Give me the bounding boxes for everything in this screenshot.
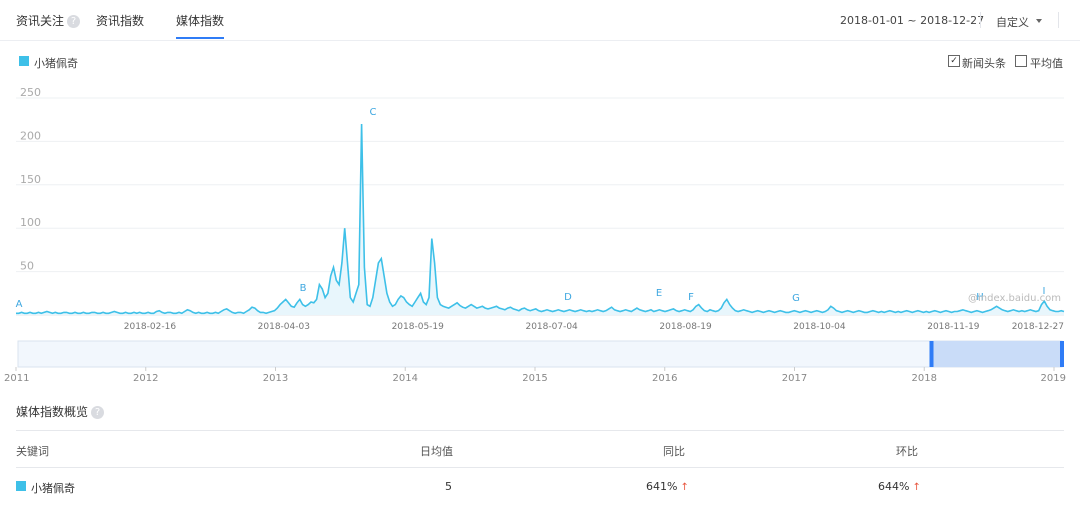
event-marker[interactable]: A (16, 299, 23, 310)
average-label[interactable]: 平均值 (1030, 57, 1063, 70)
x-tick-label: 2018-12-27 (1012, 322, 1064, 332)
event-marker[interactable]: B (300, 283, 307, 294)
mom-cell: 644% ↑ (878, 480, 921, 493)
overview-title-text: 媒体指数概览 (16, 405, 89, 419)
event-marker[interactable]: D (564, 292, 572, 303)
column-header-mom: 环比 (896, 445, 918, 458)
x-axis: 2018-02-16 2018-04-03 2018-05-19 2018-07-04… (124, 322, 1064, 332)
range-navigator[interactable] (17, 340, 1063, 368)
y-tick-label: 250 (20, 86, 41, 99)
divider (16, 430, 1064, 431)
y-tick-label: 200 (20, 129, 41, 142)
series-color-swatch (19, 56, 29, 66)
news-headline-checkbox[interactable]: ✓ (948, 55, 960, 67)
year-label: 2015 (522, 373, 547, 384)
year-label: 2016 (652, 373, 677, 384)
average-checkbox[interactable] (1015, 55, 1027, 67)
event-marker[interactable]: H (976, 292, 984, 303)
event-marker[interactable]: F (688, 292, 694, 303)
tab-media-index[interactable]: 媒体指数 (176, 14, 225, 28)
column-header-keyword: 关键词 (16, 445, 49, 458)
event-markers: A B C D E F G H I (16, 107, 1046, 310)
help-icon[interactable]: ? (91, 406, 105, 419)
navigator-selection[interactable] (931, 341, 1063, 367)
event-marker[interactable]: C (370, 107, 377, 118)
top-bar: 资讯关注? 资讯指数 媒体指数 2018-01-01 ~ 2018-12-27 … (0, 0, 1080, 41)
column-header-daily-avg: 日均值 (420, 445, 453, 458)
year-label: 2011 (4, 373, 29, 384)
tab-news-index[interactable]: 资讯指数 (96, 14, 145, 28)
custom-range-select[interactable]: 自定义 (996, 16, 1029, 29)
y-tick-label: 100 (20, 216, 41, 229)
y-axis: 250 200 150 100 50 (20, 86, 41, 273)
event-marker[interactable]: E (656, 288, 662, 299)
event-marker[interactable]: G (792, 293, 800, 304)
yoy-cell: 641% ↑ (646, 480, 689, 493)
year-label: 2019 (1041, 373, 1066, 384)
keyword-color-swatch (16, 481, 26, 491)
yoy-value: 641% (646, 480, 678, 493)
navigator-left-handle[interactable] (929, 341, 934, 367)
section-title: 资讯关注? (16, 12, 81, 29)
chevron-down-icon[interactable] (1036, 19, 1042, 23)
year-label: 2014 (393, 373, 418, 384)
help-icon[interactable]: ? (67, 15, 81, 28)
series-line (16, 123, 1065, 315)
divider (1058, 12, 1059, 28)
date-range[interactable]: 2018-01-01 ~ 2018-12-27 (840, 14, 985, 27)
active-tab-indicator (176, 37, 224, 39)
navigator-right-handle[interactable] (1060, 341, 1064, 367)
overview-title: 媒体指数概览? (16, 403, 105, 420)
arrow-up-icon: ↑ (680, 482, 689, 493)
series-area (16, 124, 1064, 315)
year-label: 2017 (782, 373, 807, 384)
event-marker[interactable]: I (1043, 286, 1046, 297)
navigator-year-axis: 2011 2012 2013 2014 2015 2016 2017 2018 2019 (4, 367, 1066, 384)
x-tick-label: 2018-04-03 (258, 322, 310, 332)
x-tick-label: 2018-02-16 (124, 322, 177, 332)
daily-avg-cell: 5 (445, 480, 452, 493)
section-title-text: 资讯关注 (16, 14, 65, 28)
x-tick-label: 2018-05-19 (392, 322, 445, 332)
x-tick-label: 2018-10-04 (793, 322, 846, 332)
year-label: 2012 (133, 373, 158, 384)
year-label: 2013 (263, 373, 288, 384)
divider (980, 12, 981, 28)
watermark: @index.baidu.com (968, 293, 1061, 304)
keyword-cell: 小猪佩奇 (31, 482, 75, 495)
y-tick-label: 50 (20, 260, 34, 273)
arrow-up-icon: ↑ (912, 482, 921, 493)
x-tick-label: 2018-07-04 (525, 322, 578, 332)
divider (16, 467, 1064, 468)
column-header-yoy: 同比 (663, 445, 685, 458)
series-legend-label[interactable]: 小猪佩奇 (34, 57, 78, 70)
x-tick-label: 2018-08-19 (659, 322, 712, 332)
grid-lines (16, 97, 1064, 316)
x-tick-label: 2018-11-19 (927, 322, 980, 332)
y-tick-label: 150 (20, 173, 41, 186)
year-label: 2018 (912, 373, 937, 384)
mom-value: 644% (878, 480, 910, 493)
news-headline-label[interactable]: 新闻头条 (962, 57, 1006, 70)
